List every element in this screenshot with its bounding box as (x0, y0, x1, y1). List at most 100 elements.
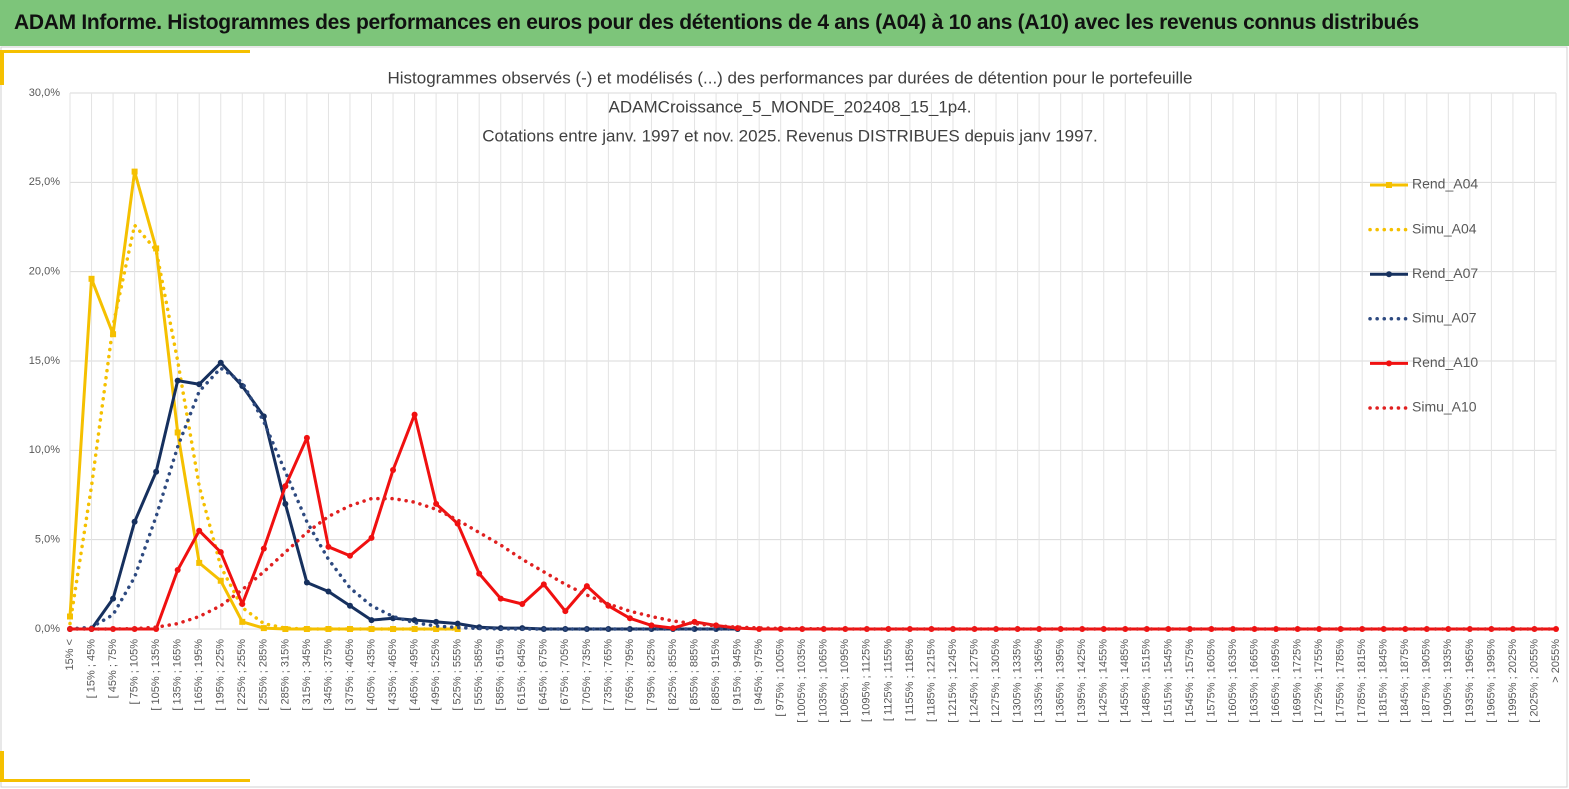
point (1251, 626, 1258, 632)
x-tick-label: [ 585% ; 615% (495, 639, 507, 711)
legend-marker (1386, 182, 1392, 188)
point (131, 168, 138, 175)
x-tick-label: [ 1875% ; 1905% (1421, 639, 1433, 723)
x-tick-label: [ 615% ; 645% (516, 639, 528, 711)
x-tick-label: [ 1215% ; 1245% (947, 639, 959, 723)
x-tick-label: [ 1905% ; 1935% (1442, 639, 1454, 723)
x-tick-label: [ 255% ; 285% (258, 639, 270, 711)
point (88, 275, 95, 282)
point (1229, 626, 1236, 632)
x-tick-label: [ 495% ; 525% (430, 639, 442, 711)
x-tick-label: [ 1815% ; 1845% (1378, 639, 1390, 723)
legend-label: Simu_A10 (1412, 399, 1477, 415)
chart-title: Histogrammes observés (-) et modélisés (… (387, 68, 1192, 87)
point (1553, 626, 1559, 632)
header-title: ADAM Informe. Histogrammes des performan… (14, 11, 1419, 34)
point (433, 618, 440, 625)
x-tick-label: [ 405% ; 435% (365, 639, 377, 711)
point (239, 600, 246, 607)
x-tick-label: [ 195% ; 225% (215, 639, 227, 711)
legend-label: Rend_A07 (1412, 265, 1478, 281)
point (583, 583, 590, 590)
legend-label: Simu_A04 (1412, 220, 1477, 236)
x-tick-label: [ 525% ; 555% (452, 639, 464, 711)
point (476, 570, 483, 577)
point (1186, 626, 1193, 632)
point (519, 600, 526, 607)
x-tick-label: [ 1305% ; 1335% (1012, 639, 1024, 723)
x-tick-label: [ 435% ; 465% (387, 639, 399, 711)
point (260, 625, 267, 632)
point (325, 543, 332, 550)
series-line (68, 496, 1558, 631)
chart-title: ADAMCroissance_5_MONDE_202408_15_1p4. (609, 97, 972, 116)
point (368, 534, 375, 541)
x-tick-label: [ 1185% ; 1215% (925, 639, 937, 722)
x-tick-label: [ 105% ; 135% (150, 639, 162, 711)
point (110, 331, 117, 338)
x-tick-label: [ 345% ; 375% (322, 639, 334, 711)
x-tick-label: [ 2025% ; 2055% (1528, 639, 1540, 723)
x-tick-label: [ 825% ; 855% (667, 639, 679, 711)
point (390, 466, 397, 473)
point (670, 625, 677, 632)
point (626, 615, 633, 622)
point (1337, 626, 1344, 632)
point (648, 622, 655, 629)
x-tick-label: [ 795% ; 825% (645, 639, 657, 711)
x-tick-label: [ 1365% ; 1395% (1055, 639, 1067, 723)
point (196, 527, 203, 534)
x-tick-label: > 2055% (1550, 639, 1562, 683)
x-tick-label: [ 1395% ; 1425% (1076, 639, 1088, 723)
y-tick-label: 15,0% (29, 355, 60, 367)
point (110, 595, 117, 602)
x-tick-label: [ 1725% ; 1755% (1313, 639, 1325, 723)
x-tick-label: [ 1245% ; 1275% (968, 639, 980, 723)
x-tick-label: [ 15% ; 45% (85, 639, 97, 699)
x-tick-label: [ 645% ; 675% (538, 639, 550, 711)
legend-marker (1386, 360, 1392, 367)
point (433, 626, 440, 632)
point (540, 581, 547, 588)
x-tick-label: [ 465% ; 495% (408, 639, 420, 711)
point (1316, 626, 1323, 632)
legend-label: Rend_A04 (1412, 176, 1478, 192)
point (325, 588, 332, 595)
x-tick-label: [ 705% ; 735% (581, 639, 593, 711)
x-tick-label: [ 915% ; 945% (732, 639, 744, 711)
legend-label: Simu_A07 (1412, 310, 1477, 326)
point (562, 608, 569, 615)
x-tick-label: [ 1935% ; 1965% (1464, 639, 1476, 723)
point (1165, 626, 1172, 632)
x-tick-label: [ 375% ; 405% (344, 639, 356, 711)
point (1273, 626, 1280, 632)
x-tick-label: [ 165% ; 195% (193, 639, 205, 711)
x-tick-label: [ 1755% ; 1785% (1335, 639, 1347, 723)
series-line (68, 223, 460, 631)
x-tick-label: [ 315% ; 345% (301, 639, 313, 711)
x-tick-label: [ 45% ; 75% (107, 639, 119, 699)
x-tick-label: [ 225% ; 255% (236, 639, 248, 711)
point (174, 429, 181, 436)
x-tick-label: 15% < (64, 639, 76, 671)
series-line (68, 366, 740, 631)
x-tick-label: [ 855% ; 885% (688, 639, 700, 711)
x-tick-label: [ 1545% ; 1575% (1184, 639, 1196, 723)
point (325, 626, 332, 632)
point (1294, 626, 1301, 632)
y-tick-label: 10,0% (29, 444, 60, 456)
x-tick-label: [ 135% ; 165% (172, 639, 184, 711)
accent (0, 50, 4, 85)
x-tick-label: [ 555% ; 585% (473, 639, 485, 711)
x-tick-label: [ 1035% ; 1065% (818, 639, 830, 723)
point (346, 602, 353, 609)
x-tick-label: [ 1785% ; 1815% (1356, 639, 1368, 723)
x-tick-label: [ 735% ; 765% (602, 639, 614, 711)
point (217, 359, 224, 366)
point (217, 577, 224, 584)
point (454, 620, 461, 627)
x-tick-label: [ 1635% ; 1665% (1248, 639, 1260, 723)
y-tick-label: 30,0% (29, 87, 60, 99)
chart-title: Cotations entre janv. 1997 et nov. 2025.… (482, 126, 1098, 145)
x-tick-label: [ 1665% ; 1695% (1270, 639, 1282, 723)
